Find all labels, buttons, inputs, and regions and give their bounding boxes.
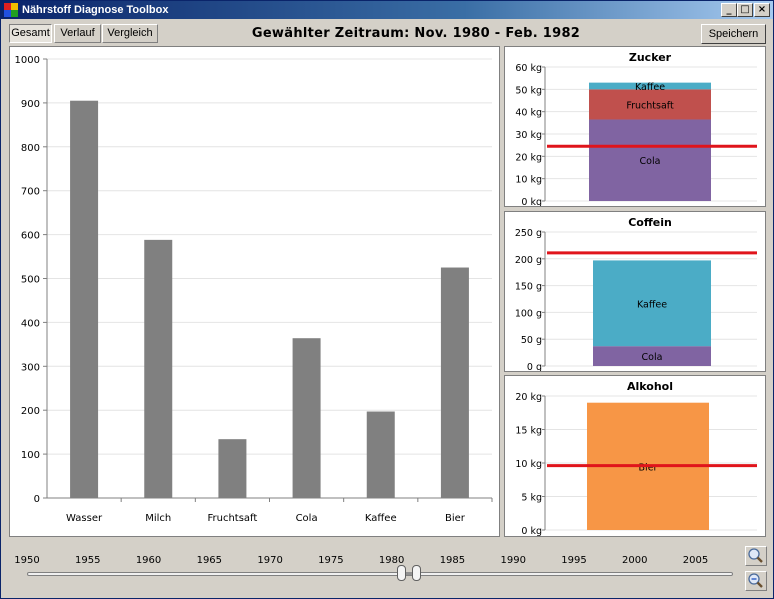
zoom-out-icon [748, 573, 763, 588]
y-tick-label: 40 kg [515, 108, 542, 119]
segment-label: Cola [640, 156, 661, 167]
y-tick-label: 30 kg [515, 130, 542, 141]
y-tick-label: 10 kg [515, 175, 542, 186]
zucker-chart: Zucker 0 kg 10 kg 20 kg 30 kg 40 kg 50 kg 60 kg… [515, 51, 757, 208]
year-label: 1995 [561, 555, 587, 566]
save-button[interactable]: Speichern [701, 24, 766, 44]
y-tick-label: 10 kg [515, 459, 542, 470]
y-tick-label: 250 g [515, 228, 542, 239]
y-tick-label: 0 kg [521, 526, 542, 536]
segment-fruchtsaft [589, 89, 711, 120]
y-tick-label: 700 [21, 187, 40, 198]
title-bar: Nährstoff Diagnose Toolbox _ □ × [1, 1, 773, 19]
y-tick-label: 50 kg [515, 85, 542, 96]
coffein-chart: Coffein 0 g 50 g 100 g 150 g 200 g 250 g Cola Ka… [515, 216, 757, 373]
segment-label: Bier [639, 462, 658, 473]
y-tick-label: 900 [21, 99, 40, 110]
x-tick-label: Wasser [66, 513, 103, 524]
chart-title: Zucker [629, 51, 672, 64]
y-tick-label: 200 g [515, 255, 542, 266]
x-tick-label: Kaffee [365, 513, 397, 524]
x-tick-label: Cola [296, 513, 318, 524]
segment-label: Kaffee [637, 299, 667, 310]
year-label: 1955 [75, 555, 101, 566]
zoom-in-icon [748, 548, 763, 563]
tab-verlauf[interactable]: Verlauf [54, 24, 101, 43]
x-tick-label: Fruchtsaft [207, 513, 257, 524]
app-icon [4, 3, 18, 17]
segment-label: Cola [642, 352, 663, 363]
selection-range[interactable] [401, 572, 417, 575]
timeline-track[interactable] [27, 572, 733, 576]
x-tick-label: Bier [445, 513, 466, 524]
range-end-handle[interactable] [412, 565, 422, 581]
tab-gesamt[interactable]: Gesamt [9, 24, 52, 43]
alkohol-chart-panel: Alkohol 0 kg 5 kg 10 kg 15 kg 20 kg Bier [504, 375, 766, 537]
zoom-in-button[interactable] [745, 546, 767, 566]
maximize-button[interactable]: □ [737, 3, 753, 17]
chart-title: Coffein [628, 216, 672, 229]
year-label: 1990 [500, 555, 526, 566]
year-label: 2005 [682, 555, 709, 566]
bar-cola [292, 338, 321, 498]
y-tick-label: 0 g [527, 362, 542, 371]
zucker-chart-panel: Zucker 0 kg 10 kg 20 kg 30 kg 40 kg 50 kg 60 kg… [504, 46, 766, 208]
main-bar-chart-panel: 0 100 200 300 400 500 600 700 800 900 1000 Wasser Mi… [9, 46, 500, 537]
minimize-button[interactable]: _ [721, 3, 737, 17]
y-tick-label: 50 g [521, 335, 542, 346]
y-tick-label: 20 kg [515, 392, 542, 403]
segment-kaffee [593, 260, 711, 347]
year-label: 1980 [378, 555, 405, 566]
x-tick-label: Milch [145, 513, 171, 524]
bar-fruchtsaft [218, 439, 247, 498]
y-tick-label: 400 [21, 318, 40, 329]
year-label: 1960 [135, 555, 162, 566]
alkohol-chart: Alkohol 0 kg 5 kg 10 kg 15 kg 20 kg Bier [515, 380, 757, 537]
y-tick-label: 500 [21, 275, 40, 286]
tab-vergleich[interactable]: Vergleich [102, 24, 158, 43]
y-tick-label: 800 [21, 143, 40, 154]
y-tick-label: 20 kg [515, 152, 542, 163]
segment-label: Kaffee [635, 82, 665, 93]
bar-wasser [70, 100, 99, 498]
y-tick-label: 150 g [515, 282, 542, 293]
y-tick-label: 200 [21, 406, 40, 417]
window-title: Nährstoff Diagnose Toolbox [22, 4, 169, 16]
close-button[interactable]: × [754, 3, 770, 17]
range-start-handle[interactable] [397, 565, 407, 581]
bar-bier [440, 267, 469, 498]
year-label: 1975 [318, 555, 344, 566]
bar-kaffee [366, 411, 395, 498]
period-title: Gewählter Zeitraum: Nov. 1980 - Feb. 198… [251, 26, 581, 41]
y-tick-label: 5 kg [521, 493, 542, 504]
year-label: 2000 [622, 555, 648, 566]
y-tick-label: 100 g [515, 308, 542, 319]
bar-milch [144, 239, 173, 499]
toolbar: Gesamt Verlauf Vergleich Gewählter Zeitr… [1, 19, 773, 46]
y-tick-label: 60 kg [515, 63, 542, 74]
y-tick-label: 0 kg [521, 197, 542, 206]
segment-kaffee [589, 82, 711, 90]
segment-label: Fruchtsaft [626, 100, 674, 111]
segment-cola [593, 346, 711, 366]
zoom-out-button[interactable] [745, 571, 767, 591]
y-tick-label: 100 [21, 450, 40, 461]
year-label: 1970 [257, 555, 283, 566]
segment-cola [589, 119, 711, 201]
coffein-chart-panel: Coffein 0 g 50 g 100 g 150 g 200 g 250 g Cola Ka… [504, 211, 766, 373]
y-tick-label: 600 [21, 231, 40, 242]
y-tick-label: 300 [21, 362, 40, 373]
year-label: 1965 [196, 555, 223, 566]
chart-title: Alkohol [627, 380, 673, 393]
y-tick-label: 15 kg [515, 426, 542, 437]
main-bar-chart: 0 100 200 300 400 500 600 700 800 900 1000 Wasser Mi… [15, 55, 493, 524]
year-label: 1950 [14, 555, 40, 566]
y-tick-label: 0 [34, 494, 40, 505]
timeline: 1950 1955 1960 1965 1970 1975 1980 1985 1990 1995… [1, 541, 773, 599]
year-label: 1985 [439, 555, 466, 566]
y-tick-label: 1000 [15, 55, 40, 66]
